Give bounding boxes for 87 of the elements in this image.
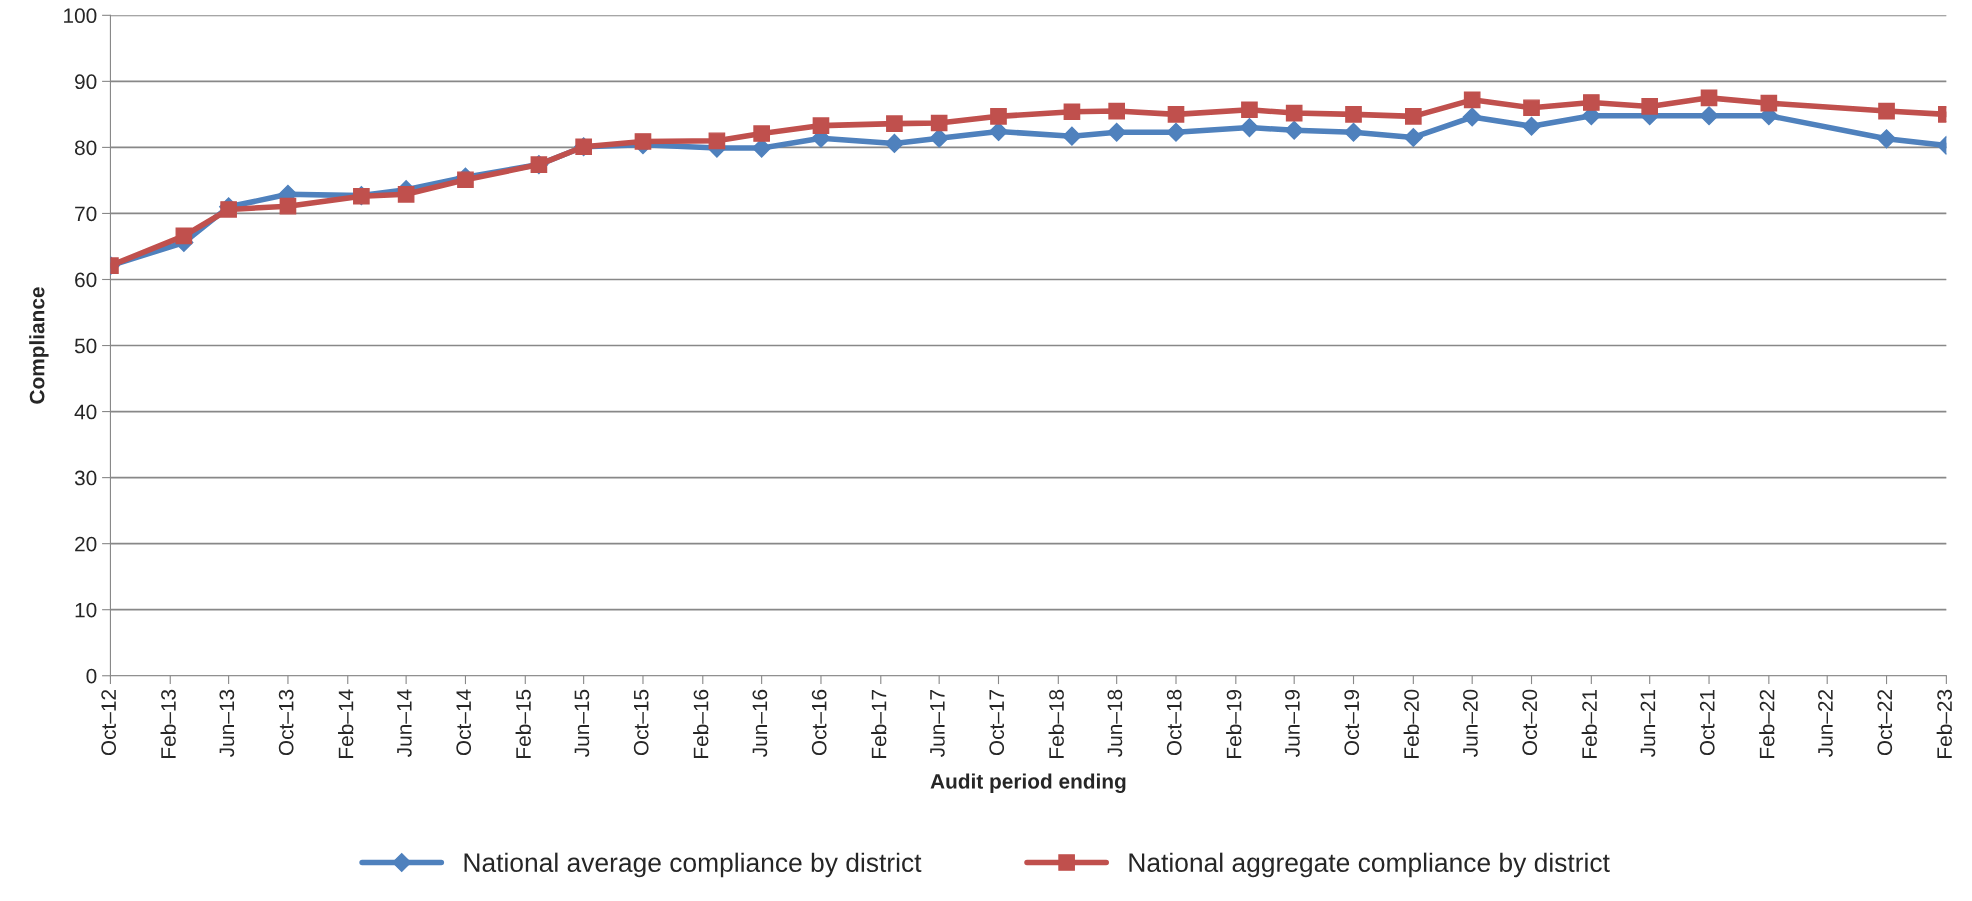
x-tick-label: Oct–17 [989,689,1005,756]
point [812,117,830,134]
point [1582,94,1600,111]
point [1463,91,1481,109]
x-tick-label: Jun–17 [930,689,945,757]
x-tick-label: Feb–16 [693,689,709,758]
point [397,185,415,203]
y-tick-label: 0 [86,668,97,684]
point [1285,104,1303,122]
y-tick-label: 50 [74,338,97,354]
x-tick-label: Jun–22 [1818,689,1833,757]
point [1241,101,1258,119]
x-tick-label: Oct–21 [1699,689,1715,756]
point [884,133,904,153]
point [1343,122,1364,142]
point [929,128,949,148]
x-tick-label: Jun–14 [397,689,412,757]
x-tick-label: Jun–21 [1640,689,1656,757]
point [1108,102,1126,120]
x-tick-label: Feb–23 [1936,689,1952,758]
point [1284,120,1304,140]
point [753,125,770,142]
x-tick-label: Oct–22 [1877,689,1893,756]
x-tick-label: Feb–19 [1226,689,1242,758]
x-tick-label: Feb–15 [515,689,531,758]
y-tick-label: 70 [75,206,97,222]
point [175,227,193,245]
x-tick-label: Oct–18 [1166,689,1182,756]
x-tick-label: Jun–18 [1107,689,1123,757]
point [1404,108,1422,125]
point [1345,106,1362,123]
y-tick-label: 60 [75,272,97,288]
x-tick-label: Feb–18 [1048,689,1064,758]
x-tick-label: Oct–15 [633,689,649,756]
point [1760,94,1778,112]
point [457,171,474,189]
point [1062,126,1082,146]
x-tick-label: Oct–19 [1344,689,1360,756]
x-tick-label: Feb–17 [871,689,887,758]
point [988,122,1009,142]
point [886,115,903,132]
x-tick-label: Jun–16 [752,689,768,757]
x-tick-label: Feb–14 [338,689,354,758]
x-tick-label: Feb–22 [1759,689,1775,758]
point [1063,103,1081,121]
y-tick-label: 30 [74,470,97,486]
point [634,133,652,150]
y-tick-label: 80 [74,140,97,156]
y-tick-label: 90 [75,74,97,90]
point [1239,118,1259,138]
x-axis-title: Audit period ending [930,773,1126,793]
x-tick-label: Oct–20 [1522,689,1538,756]
point [990,108,1007,125]
point [220,201,237,218]
y-axis-title: Compliance [29,287,49,404]
point [1166,122,1186,142]
point [1462,107,1482,127]
point [930,114,948,132]
point [1878,102,1895,120]
legend-label: National aggregate compliance by district [1129,852,1610,878]
x-tick-label: Feb–20 [1403,689,1419,758]
x-tick-label: Jun–20 [1463,689,1478,757]
point [1877,129,1897,149]
point [1521,116,1542,136]
point [1107,122,1127,142]
x-tick-label: Jun–19 [1285,689,1300,757]
x-tick-label: Jun–15 [574,689,590,757]
point [1403,127,1423,148]
y-tick-label: 100 [64,8,97,24]
point [1167,106,1185,123]
y-tick-label: 40 [74,404,97,420]
x-tick-label: Feb–13 [160,689,176,758]
point [1641,98,1659,115]
point [1700,89,1718,107]
x-tick-label: Oct–16 [811,689,827,756]
y-tick-label: 20 [75,536,97,552]
legend-label: National average compliance by district [464,852,922,878]
x-tick-label: Oct–13 [278,689,294,756]
x-tick-label: Jun–13 [219,689,235,757]
point [279,197,297,215]
point [1523,99,1540,117]
x-tick-label: Oct–14 [456,689,472,756]
x-tick-label: Oct–12 [101,689,117,756]
point [708,132,726,150]
y-tick-label: 10 [75,602,97,618]
x-tick-label: Feb–21 [1581,689,1597,758]
point [1699,106,1719,126]
